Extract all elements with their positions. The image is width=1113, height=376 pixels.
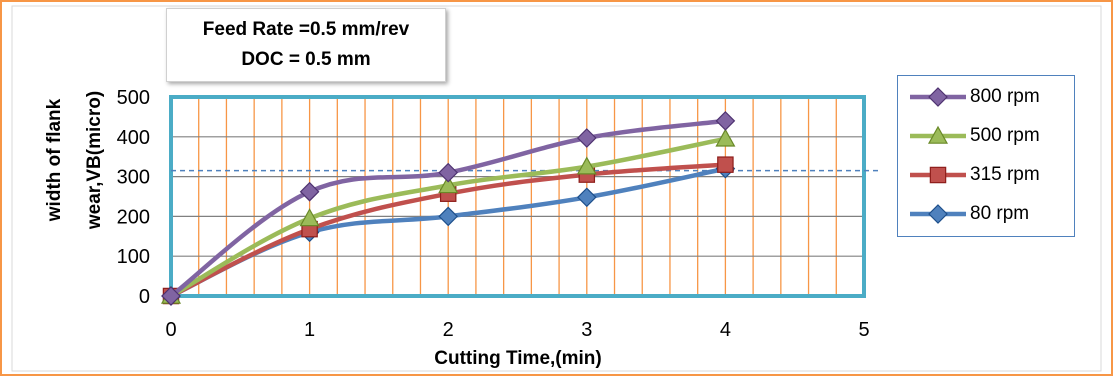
x-tick-label: 2 [443, 319, 454, 341]
chart-area-border [11, 5, 1102, 372]
data-point-500-rpm [299, 208, 320, 227]
x-axis-title: Cutting Time,(min) [434, 348, 601, 369]
legend: 800 rpm 500 rpm 315 rpm 80 rpm [897, 75, 1075, 237]
annotation-feed-rate: Feed Rate =0.5 mm/rev [202, 19, 410, 40]
data-point-500-rpm [715, 128, 736, 147]
data-point-800-rpm [576, 128, 597, 148]
annotation-doc: DOC = 0.5 mm [241, 49, 371, 70]
x-tick-label: 5 [858, 319, 869, 341]
data-point-500-rpm [576, 156, 597, 175]
data-point-500-rpm [438, 175, 459, 194]
legend-label: 800 rpm [970, 86, 1040, 107]
series-800-rpm [161, 111, 736, 306]
x-tick-label: 3 [581, 319, 592, 341]
legend-item-500-rpm: 500 rpm [908, 121, 1040, 151]
legend-marker-500-rpm [910, 125, 966, 144]
data-point-80-rpm [438, 206, 459, 227]
legend-label: 80 rpm [970, 203, 1030, 224]
x-tick-label: 4 [720, 319, 731, 341]
legend-marker-80-rpm [910, 204, 966, 224]
y-tick-label: 400 [117, 127, 150, 149]
y-tick-label: 100 [117, 246, 150, 268]
data-point-80-rpm [576, 187, 597, 208]
x-tick-label: 0 [165, 319, 176, 341]
y-axis-title-line2: wear,VB(micro) [84, 91, 105, 230]
y-tick-label: 300 [117, 167, 150, 189]
plot-area-border [169, 95, 866, 298]
x-tick-label: 1 [304, 319, 315, 341]
legend-label: 315 rpm [970, 164, 1040, 185]
legend-item-800-rpm: 800 rpm [908, 82, 1040, 112]
y-tick-label: 0 [139, 286, 150, 308]
y-tick-label: 200 [117, 206, 150, 228]
y-tick-label: 500 [117, 87, 150, 109]
legend-item-80-rpm: 80 rpm [908, 199, 1029, 229]
data-point-800-rpm [299, 181, 320, 202]
y-axis-title-line1: width of flank [44, 98, 65, 222]
legend-label: 500 rpm [970, 125, 1040, 146]
data-point-800-rpm [438, 162, 459, 183]
data-point-800-rpm [161, 286, 181, 306]
legend-marker-315-rpm [910, 166, 966, 184]
legend-item-315-rpm: 315 rpm [908, 160, 1040, 190]
data-point-315-rpm [717, 156, 734, 173]
legend-marker-800-rpm [910, 87, 966, 107]
data-point-800-rpm [715, 111, 736, 131]
annotation-box: Feed Rate =0.5 mm/rev DOC = 0.5 mm [166, 8, 446, 82]
